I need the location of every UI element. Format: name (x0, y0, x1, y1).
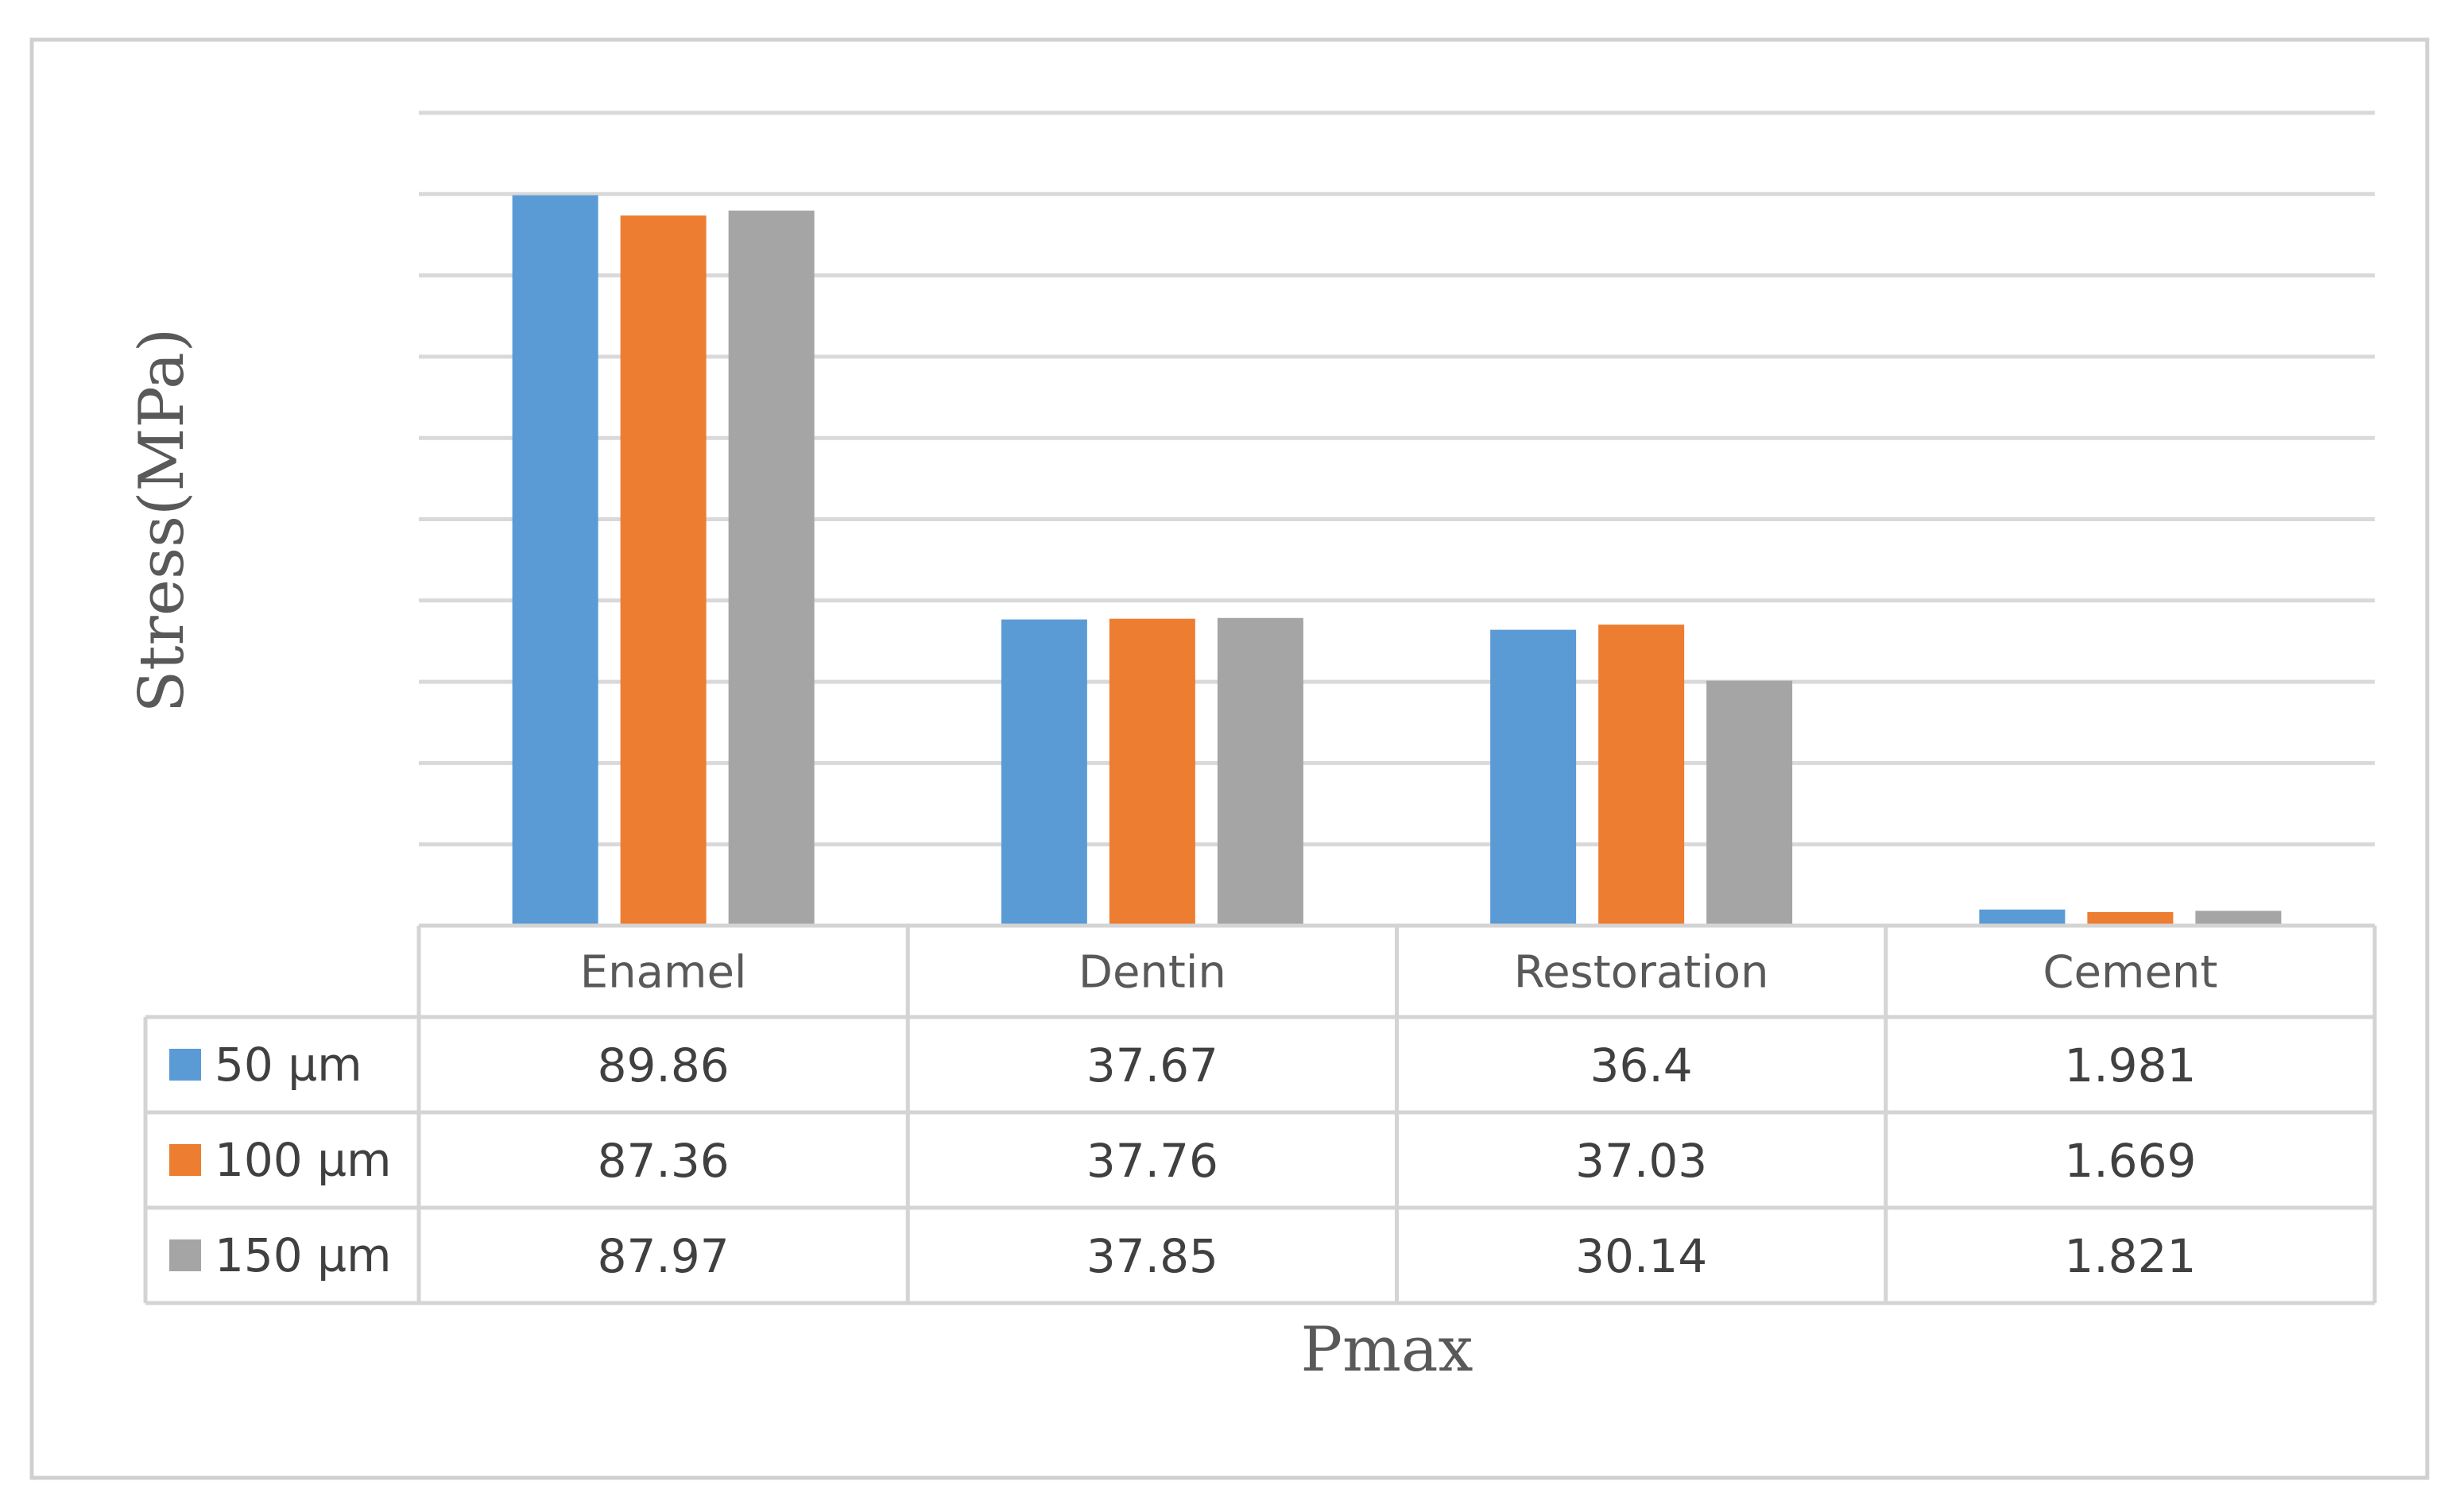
table-cell: 1.981 (2064, 1038, 2196, 1092)
table-cell: 1.821 (2064, 1229, 2196, 1283)
bar (512, 195, 598, 926)
table-cell: 37.03 (1575, 1134, 1707, 1188)
legend-label: 50 µm (215, 1038, 362, 1092)
table-cell: 36.4 (1590, 1038, 1693, 1092)
bar (1598, 625, 1685, 926)
data-table: Enamel Dentin Restoration Cement 50 µm 89.86 3… (143, 923, 2377, 1305)
category-label: Dentin (1078, 947, 1226, 999)
bar (1001, 619, 1087, 926)
bar (620, 215, 707, 926)
table-cell: 89.86 (598, 1038, 730, 1092)
table-cell: 30.14 (1575, 1229, 1707, 1283)
table-cell: 37.85 (1086, 1229, 1218, 1283)
table-cell: 87.97 (598, 1229, 730, 1283)
bar (1979, 909, 2066, 926)
category-label: Enamel (580, 947, 747, 999)
legend-label: 100 µm (215, 1133, 392, 1187)
category-label: Restoration (1514, 947, 1769, 999)
legend-swatch (169, 1049, 201, 1081)
legend-label: 150 µm (215, 1228, 392, 1282)
legend-swatch (169, 1144, 201, 1176)
category-label: Cement (2043, 947, 2217, 999)
table-cell: 37.76 (1086, 1134, 1218, 1188)
y-axis-title: Stress(MPa) (126, 328, 198, 713)
table-cell: 1.669 (2064, 1134, 2196, 1188)
x-axis-title: Pmax (1301, 1314, 1473, 1386)
bar (1490, 629, 1577, 926)
bars (512, 195, 2282, 926)
bar (2195, 911, 2282, 926)
bar (1217, 617, 1303, 926)
bar (728, 211, 815, 926)
table-cell: 87.36 (598, 1134, 730, 1188)
legend-swatch (169, 1239, 201, 1271)
bar (1706, 680, 1793, 926)
bar (1109, 618, 1195, 926)
table-cell: 37.67 (1086, 1038, 1218, 1092)
bar (2087, 911, 2174, 926)
